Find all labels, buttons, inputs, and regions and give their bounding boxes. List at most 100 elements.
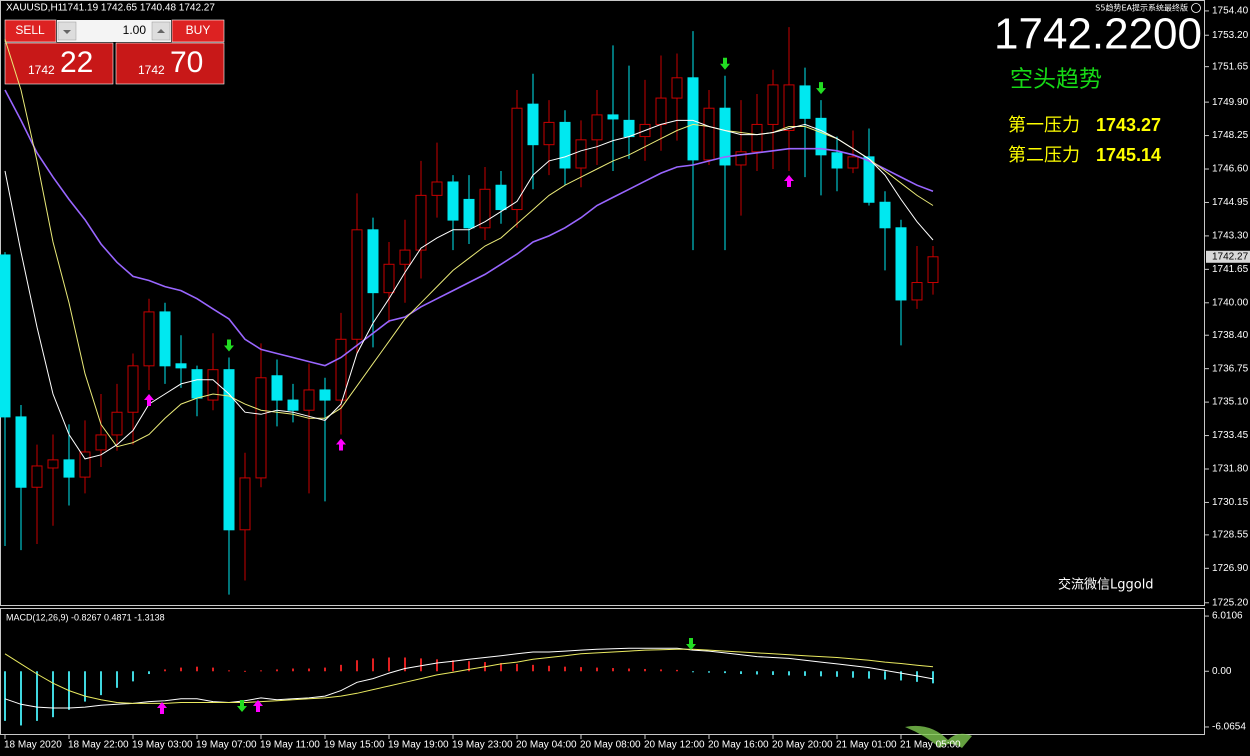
y-tick-label: 1733.45	[1212, 430, 1249, 441]
y-tick-label: 1728.55	[1212, 530, 1249, 541]
macd-bar	[692, 671, 694, 673]
candle-body	[207, 369, 219, 401]
macd-bar	[420, 658, 422, 672]
buy-label[interactable]: BUY	[186, 23, 211, 37]
candle-body	[143, 311, 155, 367]
x-tick-label: 19 May 19:00	[388, 740, 449, 751]
candle-body	[191, 369, 203, 399]
last-price-box	[1206, 250, 1250, 263]
y-tick-label: 1740.00	[1212, 297, 1249, 308]
trade-panel: SELL 1.00 BUY 1742 22 1742 70	[4, 19, 225, 85]
macd-bar	[708, 671, 710, 673]
x-tick-label: 19 May 11:00	[260, 740, 320, 751]
x-tick-label: 19 May 03:00	[132, 740, 193, 751]
macd-bar	[4, 671, 6, 721]
candle-body	[63, 459, 75, 478]
macd-bar	[180, 667, 182, 672]
macd-bar	[196, 666, 198, 672]
x-tick-label: 21 May 05:00	[900, 740, 961, 751]
macd-bar	[276, 669, 278, 672]
y-tick-label: 1731.80	[1212, 464, 1249, 475]
candle-body	[287, 399, 299, 411]
macd-bar	[324, 667, 326, 672]
macd-bar	[356, 660, 358, 672]
candle-body	[687, 77, 699, 161]
sell-signal-arrow	[720, 57, 730, 70]
macd-bar	[436, 659, 438, 672]
candle-body	[463, 198, 475, 229]
y-tick-label: 1754.40	[1212, 6, 1249, 17]
macd-bar	[628, 668, 630, 672]
indicator-line	[4, 39, 934, 448]
macd-bar	[308, 668, 310, 672]
macd-bar	[100, 671, 102, 696]
macd-bar	[292, 668, 294, 672]
sell-label[interactable]: SELL	[15, 23, 45, 37]
buy-price-box[interactable]	[115, 42, 225, 85]
macd-bar	[548, 665, 550, 672]
macd-bar	[36, 671, 38, 721]
candle-body	[415, 194, 427, 251]
macd-bar	[260, 670, 262, 672]
y-tick-label: 1743.30	[1212, 231, 1249, 242]
candle-body	[911, 282, 923, 301]
macd-bar	[532, 664, 534, 672]
x-tick-label: 20 May 20:00	[772, 740, 833, 751]
x-tick-label: 18 May 2020	[4, 740, 62, 751]
macd-bar	[788, 671, 790, 676]
candle-body	[783, 84, 795, 132]
macd-bar	[52, 671, 54, 718]
candle-body	[447, 181, 459, 221]
macd-bar	[660, 669, 662, 672]
sell-price-big: 1742	[28, 63, 55, 77]
macd-bar	[404, 657, 406, 672]
x-tick-label: 20 May 12:00	[644, 740, 705, 751]
y-tick-label: 1751.65	[1212, 61, 1249, 72]
candle-body	[239, 477, 251, 531]
sell-button[interactable]	[4, 19, 57, 43]
candle-body	[847, 156, 859, 169]
candle-body	[255, 377, 267, 479]
sell-price-box[interactable]	[4, 42, 114, 85]
indicator-line	[4, 119, 934, 460]
macd-bar	[84, 671, 86, 702]
x-tick-label: 21 May 01:00	[836, 740, 897, 751]
candle-body	[351, 229, 363, 340]
candle-body	[495, 184, 507, 211]
macd-pane-frame	[0, 608, 1205, 735]
y-tick-label: 1738.40	[1212, 330, 1249, 341]
lots-box[interactable]	[57, 20, 171, 42]
indicator-line	[4, 648, 934, 704]
symbol-ohlc: 1741.19 1742.65 1740.48 1742.27	[62, 3, 215, 14]
big-price: 1742.2200	[994, 10, 1202, 59]
y-tick-label: 0.00	[1212, 666, 1232, 677]
macd-bar	[228, 670, 230, 672]
candle-body	[79, 451, 91, 478]
buy-price-big: 1742	[138, 63, 165, 77]
x-tick-label: 20 May 16:00	[708, 740, 769, 751]
lots-value[interactable]: 1.00	[123, 23, 147, 37]
macd-bar	[756, 671, 758, 675]
trend-text: 空头趋势	[1010, 67, 1102, 93]
macd-bar	[612, 668, 614, 672]
macd-bar	[932, 671, 934, 684]
x-tick-label: 20 May 04:00	[516, 740, 577, 751]
candle-body	[335, 338, 347, 401]
candle-body	[175, 363, 187, 369]
macd-bar	[676, 669, 678, 672]
candle-body	[655, 97, 667, 125]
candle-body	[367, 229, 379, 294]
macd-bar	[596, 667, 598, 672]
macd-bar	[164, 669, 166, 672]
macd-bar	[388, 657, 390, 672]
candle-body	[527, 103, 539, 146]
y-tick-label: 1736.75	[1212, 363, 1249, 374]
macd-bar	[884, 671, 886, 680]
macd-bar	[740, 671, 742, 675]
candle-body	[271, 375, 283, 401]
candle-body	[127, 365, 139, 413]
sell-signal-arrow	[237, 700, 247, 712]
buy-button[interactable]	[171, 19, 225, 43]
y-tick-label: 1741.65	[1212, 264, 1249, 275]
